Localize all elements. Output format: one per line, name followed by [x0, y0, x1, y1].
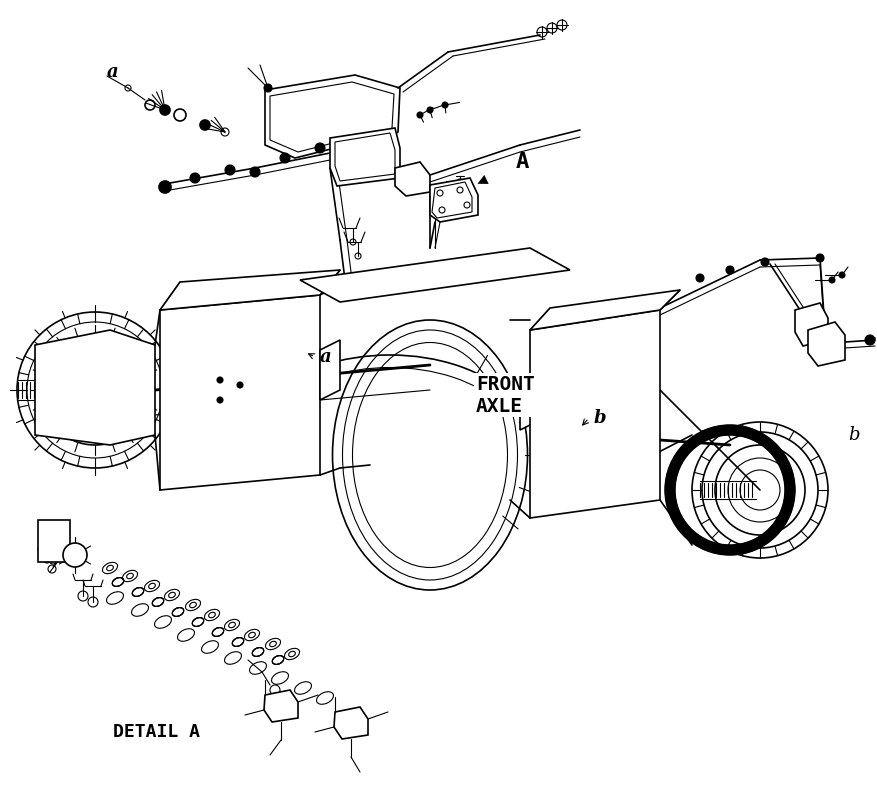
- Polygon shape: [395, 162, 430, 196]
- Text: a: a: [320, 348, 332, 366]
- Circle shape: [190, 173, 200, 183]
- Circle shape: [217, 397, 223, 403]
- Circle shape: [280, 153, 290, 163]
- Circle shape: [726, 266, 734, 274]
- Circle shape: [63, 543, 87, 567]
- Polygon shape: [264, 690, 298, 722]
- Polygon shape: [520, 370, 540, 430]
- Wedge shape: [665, 425, 795, 555]
- Circle shape: [237, 382, 243, 388]
- Text: b: b: [594, 409, 607, 427]
- Circle shape: [217, 377, 223, 383]
- Circle shape: [829, 277, 835, 283]
- Circle shape: [315, 143, 325, 153]
- Circle shape: [761, 258, 769, 266]
- Circle shape: [159, 181, 171, 193]
- Bar: [38, 520, 70, 562]
- Circle shape: [160, 105, 170, 115]
- Polygon shape: [160, 270, 340, 310]
- Polygon shape: [334, 707, 368, 739]
- Circle shape: [865, 335, 875, 345]
- Circle shape: [225, 165, 235, 175]
- Polygon shape: [35, 330, 155, 445]
- Text: b: b: [848, 426, 859, 444]
- Text: a: a: [107, 63, 118, 81]
- Polygon shape: [808, 322, 845, 366]
- Ellipse shape: [190, 330, 270, 450]
- Circle shape: [839, 272, 845, 278]
- Text: DETAIL A: DETAIL A: [113, 723, 200, 741]
- Text: A: A: [516, 152, 530, 172]
- Circle shape: [264, 84, 272, 92]
- Polygon shape: [300, 248, 570, 302]
- Circle shape: [816, 254, 824, 262]
- Polygon shape: [530, 310, 660, 518]
- Polygon shape: [430, 178, 478, 222]
- Ellipse shape: [332, 320, 527, 590]
- Circle shape: [427, 107, 433, 113]
- Text: FRONT
AXLE: FRONT AXLE: [476, 375, 535, 415]
- Polygon shape: [795, 303, 828, 346]
- Circle shape: [200, 120, 210, 130]
- Ellipse shape: [555, 363, 635, 477]
- Polygon shape: [320, 340, 340, 400]
- Polygon shape: [530, 290, 680, 330]
- Circle shape: [417, 112, 423, 118]
- Circle shape: [696, 274, 704, 282]
- Polygon shape: [160, 295, 320, 490]
- Circle shape: [442, 102, 448, 108]
- Circle shape: [250, 167, 260, 177]
- Polygon shape: [330, 128, 400, 186]
